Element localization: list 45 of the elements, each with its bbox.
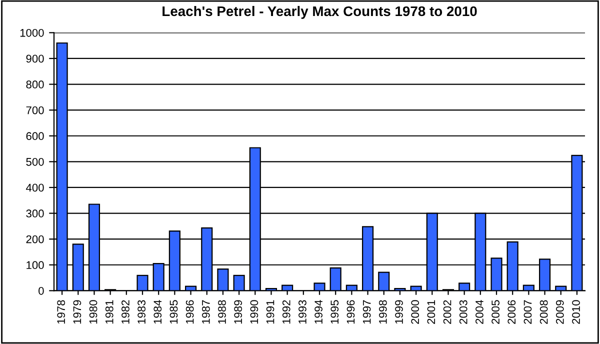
x-tick-label: 1981 <box>105 300 114 324</box>
x-tick-label: 1979 <box>73 300 82 324</box>
x-tick-label: 1983 <box>138 300 146 324</box>
x-tick-label: 1990 <box>250 300 258 324</box>
x-tick-label: 2004 <box>476 300 484 324</box>
x-tick-label: 2009 <box>556 300 564 324</box>
y-tick-label: 1000 <box>20 28 44 37</box>
x-tick-label: 2000 <box>411 300 420 324</box>
chart-title: Leach's Petrel - Yearly Max Counts 1978 to 2010 <box>162 6 477 19</box>
x-tick-label: 1999 <box>395 300 403 324</box>
x-tick-label: 1991 <box>266 300 274 324</box>
y-tick-label: 0 <box>38 286 44 295</box>
y-tick-label: 500 <box>26 158 44 166</box>
x-tick-label: 2005 <box>492 300 500 324</box>
y-tick-label: 800 <box>26 80 44 88</box>
y-tick-label: 700 <box>26 106 44 114</box>
x-tick-label: 2007 <box>524 300 532 324</box>
x-tick-label: 1993 <box>298 300 306 324</box>
x-tick-label: 1984 <box>154 300 162 324</box>
x-tick-label: 1996 <box>346 300 355 324</box>
x-tick-label: 2003 <box>459 300 468 324</box>
x-tick-label: 1989 <box>234 300 242 324</box>
x-tick-label: 1988 <box>218 300 226 324</box>
x-tick-label: 1998 <box>378 300 387 324</box>
y-tick-label: 100 <box>26 261 44 270</box>
x-tick-label: 2001 <box>427 300 436 324</box>
y-tick-label: 400 <box>26 184 44 192</box>
x-tick-label: 1986 <box>186 300 194 324</box>
y-tick-label: 900 <box>26 54 44 63</box>
x-tick-label: 2002 <box>443 300 452 324</box>
x-tick-label: 1985 <box>170 300 178 324</box>
x-tick-label: 1994 <box>314 300 322 324</box>
y-tick-label: 600 <box>26 132 44 140</box>
x-tick-label: 1980 <box>89 300 98 324</box>
x-tick-label: 1997 <box>362 300 371 324</box>
x-tick-label: 1982 <box>122 300 130 324</box>
x-tick-label: 2010 <box>572 300 580 324</box>
x-tick-label: 1987 <box>202 300 210 324</box>
x-tick-label: 1992 <box>282 300 290 324</box>
x-tick-label: 1978 <box>57 300 66 324</box>
x-tick-label: 1995 <box>330 300 339 324</box>
x-tick-label: 2008 <box>540 300 548 324</box>
x-tick-label: 2006 <box>508 300 516 324</box>
y-tick-label: 200 <box>26 235 44 244</box>
y-tick-label: 300 <box>26 210 44 218</box>
